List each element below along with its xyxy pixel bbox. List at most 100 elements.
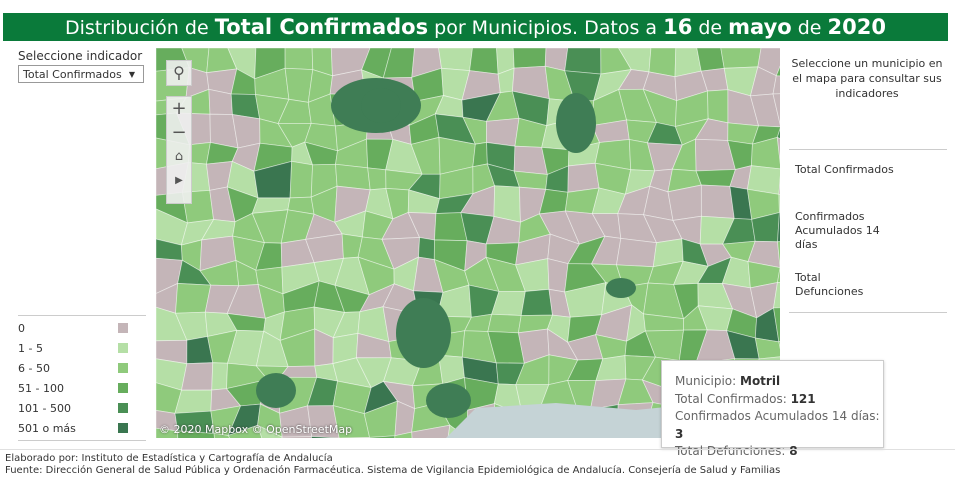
selected-value: Total Confirmados <box>23 68 122 81</box>
municipality-shape[interactable] <box>556 93 596 153</box>
municipality-shape[interactable] <box>411 424 451 438</box>
municipality-shape[interactable] <box>486 117 520 147</box>
municipality-shape[interactable] <box>772 75 780 95</box>
municipality-shape[interactable] <box>606 278 636 298</box>
municipality-map[interactable]: ⚲ + − ⌂ ▶ © 2020 Mapbox © OpenStreetMap <box>156 48 780 438</box>
zoom-controls: + − ⌂ ▶ <box>166 96 192 204</box>
municipality-shape[interactable] <box>493 185 521 223</box>
municipality-shape[interactable] <box>512 48 547 69</box>
indicator-total-confirmados: Total Confirmados <box>795 163 894 176</box>
municipality-shape[interactable] <box>773 307 780 343</box>
municipality-shape[interactable] <box>776 125 780 148</box>
instruction-text: Seleccione un municipio en el mapa para … <box>791 57 943 100</box>
municipality-shape[interactable] <box>307 405 340 438</box>
legend-swatch <box>118 403 128 413</box>
municipality-shape[interactable] <box>776 267 780 284</box>
municipality-shape[interactable] <box>776 136 780 169</box>
municipality-shape[interactable] <box>777 239 780 269</box>
municipality-shape[interactable] <box>564 48 602 75</box>
legend: 0 1 - 5 6 - 50 51 - 100 101 - 500 501 o más <box>18 315 146 441</box>
search-icon: ⚲ <box>173 63 185 82</box>
legend-swatch <box>118 323 128 333</box>
search-button[interactable]: ⚲ <box>166 60 192 86</box>
municipality-shape[interactable] <box>487 313 522 334</box>
municipality-shape[interactable] <box>361 88 401 123</box>
municipality-shape[interactable] <box>438 48 473 72</box>
legend-swatch <box>118 383 128 393</box>
municipality-shape[interactable] <box>289 160 314 199</box>
municipality-shape[interactable] <box>750 136 780 170</box>
legend-label: 0 <box>18 321 25 335</box>
municipality-shape[interactable] <box>754 337 780 360</box>
municipality-shape[interactable] <box>747 240 780 269</box>
municipality-shape[interactable] <box>394 431 414 438</box>
home-button[interactable]: ⌂ <box>174 149 184 164</box>
municipality-shape[interactable] <box>256 373 296 408</box>
legend-label: 101 - 500 <box>18 401 71 415</box>
municipality-shape[interactable] <box>211 362 228 391</box>
municipality-shape[interactable] <box>156 427 179 438</box>
municipality-shape[interactable] <box>778 166 780 197</box>
municipality-shape[interactable] <box>227 424 265 438</box>
dropdown-arrow-icon: ▼ <box>128 70 135 79</box>
municipality-shape[interactable] <box>332 437 371 438</box>
footer-source: Fuente: Dirección General de Salud Públi… <box>5 465 781 476</box>
legend-swatch <box>118 423 128 433</box>
municipality-shape[interactable] <box>567 162 600 193</box>
legend-label: 1 - 5 <box>18 341 43 355</box>
indicator-selector-label: Seleccione indicador <box>18 49 143 63</box>
legend-swatch <box>118 363 128 373</box>
municipality-shape[interactable] <box>278 436 313 438</box>
municipality-shape[interactable] <box>520 288 553 316</box>
municipality-shape[interactable] <box>695 169 736 187</box>
municipality-shape[interactable] <box>749 93 780 128</box>
municipality-shape[interactable] <box>616 237 657 268</box>
footer: Elaborado por: Instituto de Estadística … <box>5 453 780 477</box>
legend-item: 501 o más <box>18 418 146 438</box>
municipality-shape[interactable] <box>396 298 451 368</box>
zoom-out-button[interactable]: − <box>171 122 187 143</box>
municipality-shape[interactable] <box>469 48 499 75</box>
municipality-shape[interactable] <box>284 48 314 71</box>
municipality-shape[interactable] <box>778 193 780 213</box>
footer-author: Elaborado por: Instituto de Estadística … <box>5 453 333 464</box>
municipality-shape[interactable] <box>707 89 729 124</box>
municipality-shape[interactable] <box>772 93 780 127</box>
municipality-shape[interactable] <box>175 283 212 314</box>
map-credits[interactable]: © 2020 Mapbox © OpenStreetMap <box>159 423 353 436</box>
municipality-shape[interactable] <box>426 383 471 418</box>
indicator-confirmados-14-dias: Confirmados Acumulados 14 días <box>795 210 880 251</box>
indicator-selector[interactable]: Total Confirmados ▼ <box>18 65 144 83</box>
municipality-shape[interactable] <box>335 163 371 191</box>
legend-item: 6 - 50 <box>18 358 146 378</box>
municipality-shape[interactable] <box>359 435 396 438</box>
municipality-shape[interactable] <box>696 48 725 72</box>
municipality-shape[interactable] <box>700 184 735 219</box>
municipality-shape[interactable] <box>308 436 340 438</box>
municipality-shape[interactable] <box>213 433 241 438</box>
legend-item: 1 - 5 <box>18 338 146 358</box>
legend-item: 101 - 500 <box>18 398 146 418</box>
legend-label: 501 o más <box>18 421 76 435</box>
municipality-shape[interactable] <box>773 282 780 309</box>
municipality-shape[interactable] <box>720 48 762 69</box>
municipality-shape[interactable] <box>775 48 780 79</box>
municipality-shape[interactable] <box>177 430 216 438</box>
municipality-shape[interactable] <box>777 212 780 243</box>
municipality-shape[interactable] <box>181 362 214 391</box>
map-polygons[interactable] <box>156 48 780 438</box>
municipality-shape[interactable] <box>418 237 435 261</box>
municipality-shape[interactable] <box>367 167 387 191</box>
footer-divider <box>0 449 955 450</box>
municipality-shape[interactable] <box>174 389 213 414</box>
legend-item: 0 <box>18 318 146 338</box>
municipality-shape[interactable] <box>472 141 488 168</box>
play-button[interactable]: ▶ <box>175 175 183 186</box>
zoom-in-button[interactable]: + <box>171 98 187 119</box>
municipality-shape[interactable] <box>778 332 780 357</box>
page-title: Distribución de Total Confirmados por Mu… <box>3 13 948 41</box>
municipality-shape[interactable] <box>513 170 548 190</box>
municipality-shape[interactable] <box>256 424 283 438</box>
legend-swatch <box>118 343 128 353</box>
legend-label: 51 - 100 <box>18 381 64 395</box>
